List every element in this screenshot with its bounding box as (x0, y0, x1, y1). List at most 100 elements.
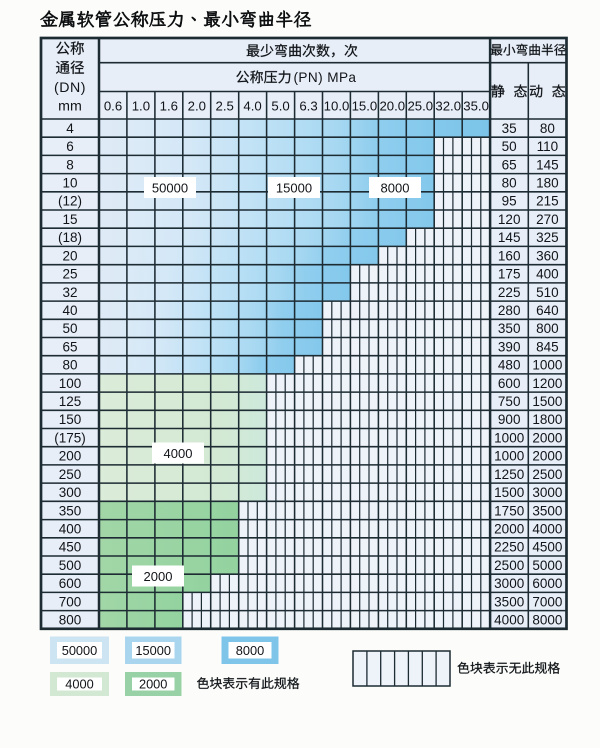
svg-text:15000: 15000 (276, 180, 312, 195)
svg-text:640: 640 (536, 303, 559, 318)
svg-text:1.6: 1.6 (160, 98, 178, 113)
svg-text:180: 180 (536, 176, 559, 191)
svg-text:25: 25 (62, 267, 77, 282)
svg-text:2500: 2500 (494, 558, 524, 573)
svg-text:(DN): (DN) (54, 80, 86, 96)
svg-text:65: 65 (502, 157, 517, 172)
svg-text:6: 6 (66, 139, 74, 154)
svg-text:4: 4 (66, 121, 74, 136)
svg-text:270: 270 (536, 212, 559, 227)
svg-text:125: 125 (59, 394, 82, 409)
svg-text:40: 40 (62, 303, 77, 318)
svg-text:15: 15 (62, 212, 77, 227)
svg-text:(175): (175) (54, 430, 86, 445)
svg-text:2.0: 2.0 (188, 98, 206, 113)
svg-text:80: 80 (540, 121, 555, 136)
svg-text:2000: 2000 (139, 677, 167, 692)
svg-text:800: 800 (536, 321, 559, 336)
svg-text:35.0: 35.0 (463, 98, 489, 113)
svg-text:mm: mm (58, 98, 82, 114)
svg-text:145: 145 (536, 157, 559, 172)
svg-text:510: 510 (536, 285, 559, 300)
svg-text:215: 215 (536, 194, 559, 209)
svg-text:360: 360 (536, 248, 559, 263)
svg-text:145: 145 (498, 230, 521, 245)
svg-text:35: 35 (502, 121, 517, 136)
svg-text:8: 8 (66, 157, 74, 172)
svg-text:2000: 2000 (532, 430, 562, 445)
svg-text:120: 120 (498, 212, 521, 227)
svg-text:8000: 8000 (532, 613, 562, 628)
svg-text:900: 900 (498, 412, 521, 427)
svg-text:1200: 1200 (532, 376, 562, 391)
svg-text:280: 280 (498, 303, 521, 318)
svg-text:600: 600 (59, 576, 82, 591)
svg-text:10: 10 (62, 176, 77, 191)
svg-text:15000: 15000 (135, 643, 171, 658)
svg-text:600: 600 (498, 376, 521, 391)
svg-text:(12): (12) (58, 194, 82, 209)
svg-text:3000: 3000 (532, 485, 562, 500)
svg-text:3500: 3500 (494, 594, 524, 609)
svg-text:6000: 6000 (532, 576, 562, 591)
svg-text:8000: 8000 (381, 180, 410, 195)
svg-text:110: 110 (537, 139, 559, 154)
svg-text:480: 480 (498, 358, 521, 373)
svg-text:845: 845 (536, 339, 559, 354)
svg-text:400: 400 (59, 522, 82, 537)
svg-text:225: 225 (498, 285, 521, 300)
svg-text:2500: 2500 (532, 467, 562, 482)
svg-text:150: 150 (59, 412, 82, 427)
svg-text:200: 200 (59, 449, 82, 464)
svg-text:(18): (18) (58, 230, 82, 245)
svg-text:4000: 4000 (532, 522, 562, 537)
svg-text:1750: 1750 (494, 503, 524, 518)
svg-text:8000: 8000 (236, 643, 264, 658)
svg-text:4000: 4000 (164, 446, 193, 461)
svg-text:1500: 1500 (494, 485, 524, 500)
svg-text:0.6: 0.6 (104, 98, 122, 113)
svg-text:2000: 2000 (494, 522, 524, 537)
svg-text:65: 65 (62, 339, 77, 354)
svg-text:2.5: 2.5 (216, 98, 234, 113)
svg-text:10.0: 10.0 (324, 98, 350, 113)
svg-text:50000: 50000 (152, 180, 188, 195)
svg-text:1.0: 1.0 (132, 98, 150, 113)
svg-text:4000: 4000 (494, 613, 524, 628)
svg-text:1800: 1800 (532, 412, 562, 427)
svg-text:250: 250 (59, 467, 82, 482)
svg-text:95: 95 (502, 194, 517, 209)
svg-text:1250: 1250 (494, 467, 524, 482)
svg-text:300: 300 (59, 485, 82, 500)
svg-text:390: 390 (498, 339, 521, 354)
svg-text:32: 32 (62, 285, 77, 300)
svg-text:5.0: 5.0 (271, 98, 289, 113)
svg-text:700: 700 (59, 594, 82, 609)
svg-text:50: 50 (502, 139, 517, 154)
svg-text:5000: 5000 (532, 558, 562, 573)
svg-text:2000: 2000 (532, 449, 562, 464)
svg-text:50: 50 (62, 321, 77, 336)
svg-text:350: 350 (59, 503, 82, 518)
svg-text:6.3: 6.3 (299, 98, 317, 113)
svg-text:3000: 3000 (494, 576, 524, 591)
svg-text:20: 20 (62, 248, 77, 263)
svg-text:350: 350 (498, 321, 521, 336)
svg-text:20.0: 20.0 (379, 98, 405, 113)
svg-text:1000: 1000 (494, 430, 524, 445)
svg-text:400: 400 (536, 267, 559, 282)
svg-text:800: 800 (59, 613, 82, 628)
svg-text:100: 100 (59, 376, 82, 391)
svg-text:160: 160 (498, 248, 521, 263)
svg-text:80: 80 (62, 358, 77, 373)
svg-text:4.0: 4.0 (243, 98, 261, 113)
svg-text:(PN) MPa: (PN) MPa (294, 70, 357, 85)
svg-text:7000: 7000 (532, 594, 562, 609)
svg-text:175: 175 (498, 267, 521, 282)
svg-text:450: 450 (59, 540, 82, 555)
svg-text:50000: 50000 (62, 643, 98, 658)
svg-text:1000: 1000 (532, 358, 562, 373)
svg-text:25.0: 25.0 (407, 98, 433, 113)
svg-text:15.0: 15.0 (352, 98, 378, 113)
svg-text:80: 80 (502, 176, 517, 191)
